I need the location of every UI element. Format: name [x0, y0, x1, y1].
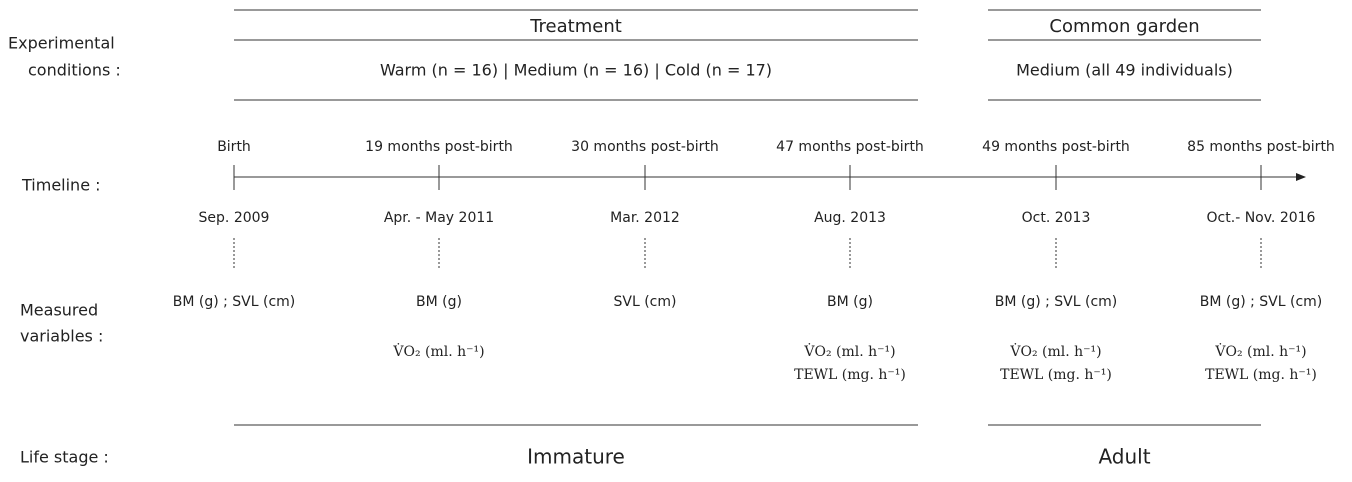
period-title: Treatment: [529, 16, 622, 37]
measured-variable: BM (g) ; SVL (cm): [1200, 294, 1323, 310]
time-label: 85 months post-birth: [1187, 139, 1335, 155]
measured-variable: TEWL (mg. h⁻¹): [1205, 367, 1317, 383]
date: Oct. 2013: [1022, 210, 1091, 226]
date: Oct.- Nov. 2016: [1207, 210, 1316, 226]
date: Mar. 2012: [610, 210, 680, 226]
measured-variable: V̇O₂ (ml. h⁻¹): [1214, 342, 1306, 360]
row-label: Measured: [20, 301, 98, 320]
measured-variable: SVL (cm): [614, 294, 677, 310]
row-label: Life stage :: [20, 448, 109, 467]
date: Sep. 2009: [199, 210, 270, 226]
measured-variable: TEWL (mg. h⁻¹): [1000, 367, 1112, 383]
measured-variable: V̇O₂ (ml. h⁻¹): [392, 342, 484, 360]
time-label: 30 months post-birth: [571, 139, 719, 155]
life-stage: Adult: [1098, 445, 1150, 469]
time-label: 19 months post-birth: [365, 139, 513, 155]
period-conditions: Medium (all 49 individuals): [1016, 61, 1233, 80]
row-label: Timeline :: [21, 176, 101, 195]
life-stage: Immature: [527, 445, 625, 469]
row-label: Experimental: [8, 34, 115, 53]
measured-variable: TEWL (mg. h⁻¹): [794, 367, 906, 383]
row-label: conditions :: [28, 61, 121, 80]
period-title: Common garden: [1049, 16, 1199, 37]
measured-variable: BM (g) ; SVL (cm): [173, 294, 296, 310]
period-conditions: Warm (n = 16) | Medium (n = 16) | Cold (…: [380, 61, 772, 80]
date: Apr. - May 2011: [384, 210, 494, 226]
measured-variable: V̇O₂ (ml. h⁻¹): [803, 342, 895, 360]
date: Aug. 2013: [814, 210, 886, 226]
row-label: variables :: [20, 327, 103, 346]
measured-variable: BM (g): [827, 294, 873, 310]
measured-variable: BM (g): [416, 294, 462, 310]
measured-variable: V̇O₂ (ml. h⁻¹): [1009, 342, 1101, 360]
time-label: Birth: [217, 139, 251, 155]
time-label: 47 months post-birth: [776, 139, 924, 155]
measured-variable: BM (g) ; SVL (cm): [995, 294, 1118, 310]
time-label: 49 months post-birth: [982, 139, 1130, 155]
